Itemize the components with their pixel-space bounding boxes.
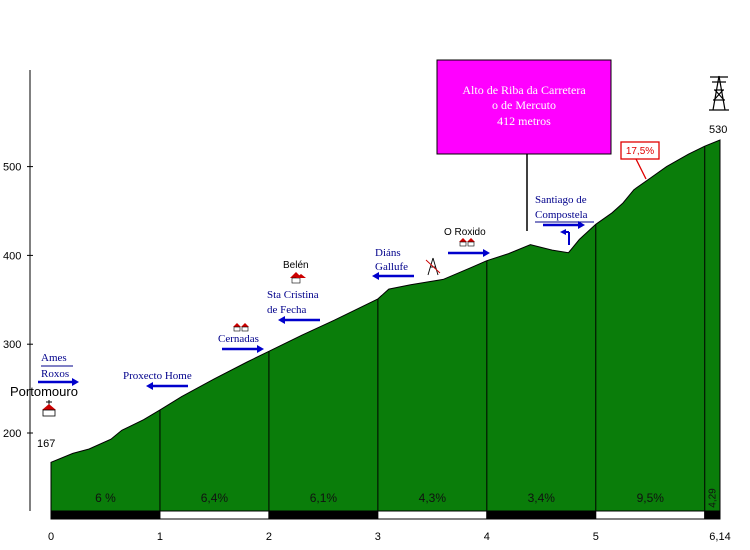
x-tick-label: 0 [48, 531, 54, 543]
x-axis-ticks: 0 1 2 3 4 5 6,14 [48, 531, 731, 543]
power-pylon-icon [425, 257, 441, 276]
place-cernadas: Cernadas [218, 333, 259, 345]
place-compostela-text: Compostela [535, 209, 588, 221]
y-tick-label: 300 [3, 339, 21, 351]
max-grade-box [620, 141, 660, 160]
x-tick-label: 6,14 [709, 531, 730, 543]
scale-bar-block [704, 510, 721, 520]
distance-scale-bar [50, 510, 721, 520]
arrow-right-icon [543, 221, 585, 229]
profile-area [50, 139, 721, 512]
houses-icon [290, 272, 306, 284]
segment-dividers [159, 146, 706, 511]
scale-bar-block [268, 510, 379, 520]
place-dians: Diáns [375, 247, 401, 259]
scale-bar-block [595, 510, 706, 520]
profile-area-shape [50, 139, 721, 512]
max-grade-pointer [635, 158, 647, 180]
arrow-right-icon [38, 378, 79, 386]
scale-bar-block [377, 510, 488, 520]
summit-callout-box [436, 59, 612, 155]
x-tick-label: 2 [266, 531, 272, 543]
place-sta-cristina: Sta Cristina [267, 289, 319, 301]
segment-grade-label: 3,4% [528, 491, 556, 505]
end-elevation-label: 530 [709, 124, 727, 136]
segment-grade-label: 9,5% [637, 491, 665, 505]
arrow-left-icon [278, 316, 320, 324]
place-roxos: Roxos [41, 368, 69, 380]
segment-grade-label: 6 % [95, 491, 116, 505]
y-tick-label: 200 [3, 428, 21, 440]
scale-bar-block [50, 510, 161, 520]
x-tick-label: 4 [484, 531, 490, 543]
start-elevation-label: 167 [37, 438, 55, 450]
segment-grade-label: 6,4% [201, 491, 229, 505]
place-belen: Belén [283, 260, 309, 271]
segment-grade-label: 4,29 [707, 488, 718, 508]
scale-bar-block [486, 510, 597, 520]
x-tick-label: 1 [157, 531, 163, 543]
place-ames: Ames [41, 352, 67, 364]
arrow-right-icon [448, 249, 490, 257]
place-gallufe: Gallufe [375, 261, 408, 273]
x-tick-label: 3 [375, 531, 381, 543]
place-portomouro: Portomouro [10, 384, 78, 399]
summit-callout-line-1: Alto de Riba da Carretera [462, 83, 586, 97]
houses-icon [459, 238, 475, 247]
x-tick-label: 5 [593, 531, 599, 543]
summit-callout-line-3: 412 metros [497, 114, 551, 128]
y-tick-label: 400 [3, 250, 21, 262]
y-tick-label: 500 [3, 162, 21, 174]
antenna-icon [709, 75, 729, 111]
y-axis-ticks: 200 300 400 500 [3, 162, 33, 440]
place-santiago-de: Santiago de [535, 194, 587, 206]
place-proxecto-home: Proxecto Home [123, 370, 192, 382]
church-icon [42, 400, 56, 417]
turn-left-arrow-icon [560, 229, 570, 245]
max-grade-label: 17,5% [626, 146, 654, 157]
scale-bar-block [159, 510, 270, 520]
segment-grades: 6 % 6,4% 6,1% 4,3% 3,4% 9,5% 4,29 [95, 488, 718, 508]
arrow-left-icon [146, 382, 188, 390]
place-de-fecha: de Fecha [267, 304, 307, 316]
place-o-roxido: O Roxido [444, 227, 486, 238]
arrow-left-icon [372, 272, 414, 280]
arrow-right-icon [222, 345, 264, 353]
segment-grade-label: 4,3% [419, 491, 447, 505]
segment-grade-label: 6,1% [310, 491, 338, 505]
houses-icon [233, 323, 249, 332]
summit-callout-line-2: o de Mercuto [492, 98, 556, 112]
